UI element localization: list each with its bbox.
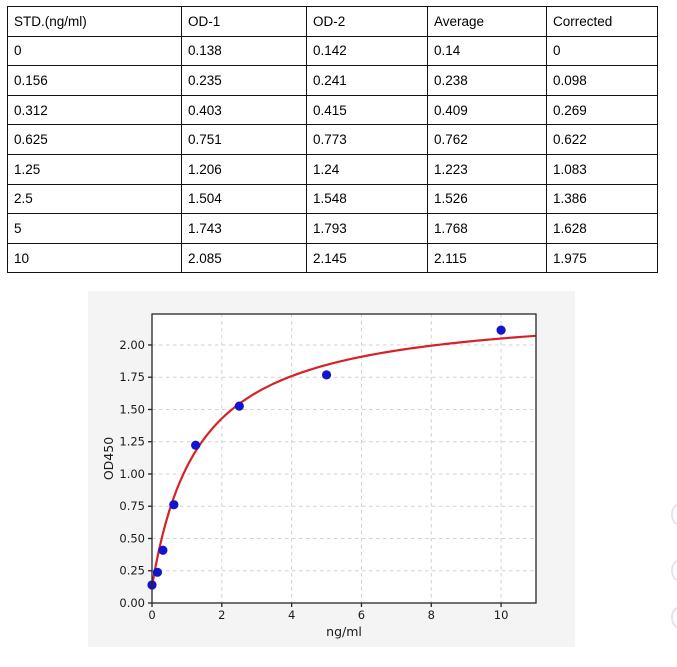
table-cell: 1.083 — [546, 153, 658, 185]
table-row: 0 0.138 0.142 0.14 0 — [7, 35, 658, 67]
y-tick-label: 0.25 — [119, 564, 145, 578]
scatter-point — [321, 370, 332, 380]
table-row: 0.156 0.235 0.241 0.238 0.098 — [7, 65, 658, 96]
table-cell: 0.403 — [181, 94, 307, 126]
table-cell: 1.24 — [306, 153, 428, 185]
table-cell: 0.098 — [546, 65, 658, 96]
table-cell: 0.409 — [427, 94, 547, 126]
table-cell: 2.115 — [427, 242, 547, 274]
table-cell: 1.25 — [7, 153, 182, 185]
table-row: 0.312 0.403 0.415 0.409 0.269 — [7, 94, 658, 126]
y-tick-label: 0.75 — [119, 499, 145, 513]
y-tick-label: 1.75 — [119, 370, 145, 384]
table-cell: 1.628 — [546, 213, 658, 244]
x-tick-label: 4 — [288, 608, 295, 622]
y-axis-label: OD450 — [101, 437, 116, 480]
table-cell: 0.312 — [7, 94, 182, 126]
table-header-cell: Corrected — [546, 6, 658, 37]
table-cell: 0.156 — [7, 65, 182, 96]
table-cell: 1.504 — [181, 183, 307, 215]
table-cell: 5 — [7, 213, 182, 244]
x-tick-label: 6 — [358, 608, 365, 622]
table-cell: 0.142 — [306, 35, 428, 67]
y-tick-label: 0.00 — [119, 596, 145, 610]
y-tick-label: 1.50 — [119, 402, 145, 416]
y-tick-label: 0.50 — [119, 531, 145, 545]
x-tick-label: 8 — [428, 608, 435, 622]
standards-table: STD.(ng/ml) OD-1 OD-2 Average Corrected 0 0.1… — [7, 6, 658, 274]
scatter-point — [158, 545, 168, 555]
table-row: 0.625 0.751 0.773 0.762 0.622 — [7, 124, 658, 155]
standard-curve-figure: 0 2 4 6 8 10 0.00 0.25 0.50 0.75 1.00 1.25 1.50 1.75 2… — [88, 291, 575, 647]
table-cell: 1.548 — [306, 183, 428, 215]
scatter-point — [152, 567, 163, 577]
scatter-point — [496, 325, 506, 335]
table-row: 5 1.743 1.793 1.768 1.628 — [7, 213, 658, 244]
table-row: 2.5 1.504 1.548 1.526 1.386 — [7, 183, 658, 215]
table-cell: 2.085 — [181, 242, 307, 274]
x-tick-label: 2 — [218, 608, 225, 622]
x-tick-label: 10 — [494, 608, 509, 622]
y-tick-label: 1.00 — [119, 467, 145, 481]
table-row: 1.25 1.206 1.24 1.223 1.083 — [7, 153, 658, 185]
x-tick-label: 0 — [148, 608, 155, 622]
table-cell: 1.743 — [181, 213, 307, 244]
scatter-point — [169, 500, 179, 510]
table-header-cell: OD-1 — [181, 6, 307, 37]
plot-border — [151, 313, 537, 604]
table-cell: 0.235 — [181, 65, 307, 96]
x-axis-label: ng/ml — [326, 624, 362, 639]
clipped-edge-mark — [671, 504, 677, 525]
table-header-row: STD.(ng/ml) OD-1 OD-2 Average Corrected — [7, 6, 658, 37]
clipped-edge-mark — [671, 560, 677, 581]
table-cell: 0.773 — [306, 124, 428, 155]
scatter-point — [234, 401, 244, 411]
table-cell: 0.751 — [181, 124, 307, 155]
table-header-cell: OD-2 — [306, 6, 428, 37]
table-cell: 0.138 — [181, 35, 307, 67]
table-cell: 2.5 — [7, 183, 182, 215]
table-cell: 2.145 — [306, 242, 428, 274]
table-cell: 0 — [546, 35, 658, 67]
scatter-point — [191, 440, 201, 450]
plot-area — [152, 314, 536, 603]
standard-curve-chart: 0 2 4 6 8 10 0.00 0.25 0.50 0.75 1.00 1.25 1.50 1.75 2… — [88, 291, 575, 647]
y-tick-label: 1.25 — [119, 435, 145, 449]
table-cell: 10 — [7, 242, 182, 274]
table-cell: 0.14 — [427, 35, 547, 67]
table-body: 0 0.138 0.142 0.14 0 0.156 0.235 0.241 0.238 0.09… — [7, 35, 658, 274]
table-header-cell: STD.(ng/ml) — [7, 6, 182, 37]
table-cell: 0.625 — [7, 124, 182, 155]
table-cell: 1.975 — [546, 242, 658, 274]
table-row: 10 2.085 2.145 2.115 1.975 — [7, 242, 658, 274]
table-cell: 1.526 — [427, 183, 547, 215]
table-cell: 0.238 — [427, 65, 547, 96]
table-cell: 1.206 — [181, 153, 307, 185]
fit-curve — [150, 334, 537, 587]
table-cell: 1.768 — [427, 213, 547, 244]
table-cell: 0.762 — [427, 124, 547, 155]
table-cell: 0.415 — [306, 94, 428, 126]
table-cell: 0.241 — [306, 65, 428, 96]
table-cell: 0.269 — [546, 94, 658, 126]
clipped-edge-mark — [671, 607, 677, 628]
table-header-cell: Average — [427, 6, 547, 37]
table-cell: 1.386 — [546, 183, 658, 215]
y-tick-label: 2.00 — [119, 338, 145, 352]
table-cell: 1.793 — [306, 213, 428, 244]
table-cell: 0.622 — [546, 124, 658, 155]
table-cell: 1.223 — [427, 153, 547, 185]
table-cell: 0 — [7, 35, 182, 67]
